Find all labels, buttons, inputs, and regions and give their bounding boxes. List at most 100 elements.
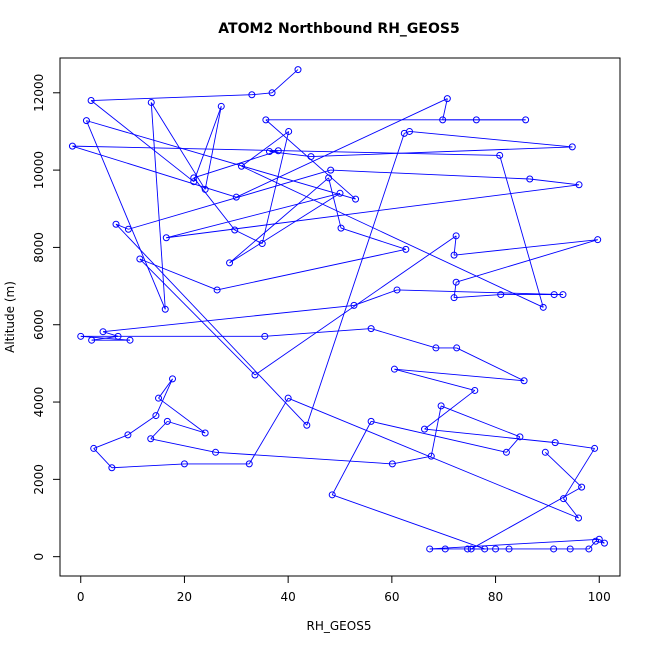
series-segment (86, 120, 166, 310)
series-segment (588, 540, 596, 550)
data-point (124, 431, 132, 439)
data-point (467, 545, 475, 553)
series-segment (529, 178, 580, 186)
data-point (464, 545, 472, 553)
data-point (274, 147, 282, 155)
data-point (126, 336, 134, 344)
series-segment (563, 498, 579, 519)
series-segment (91, 94, 252, 101)
series-segment (150, 102, 166, 310)
data-point (432, 344, 440, 352)
data-point (550, 291, 558, 299)
series-segment (424, 390, 476, 430)
data-point (566, 545, 574, 553)
data-point (421, 425, 429, 433)
data-point (248, 91, 256, 99)
data-point (328, 491, 336, 499)
data-point (77, 332, 85, 340)
series-segment (127, 415, 157, 436)
series-segment (332, 494, 485, 550)
data-point (152, 412, 160, 420)
series-segment (331, 421, 372, 496)
data-point (251, 371, 259, 379)
series-segment (80, 335, 131, 341)
data-point (472, 116, 480, 124)
data-point (502, 448, 510, 456)
data-point (87, 97, 95, 105)
series-segment (139, 258, 218, 291)
data-point (393, 286, 401, 294)
series-segment (248, 397, 289, 465)
data-point (516, 433, 524, 441)
data-point (522, 116, 530, 124)
data-point (559, 291, 567, 299)
y-tick-label: 10000 (32, 151, 46, 189)
series-segment (158, 378, 173, 399)
data-point (261, 332, 269, 340)
data-point (492, 545, 500, 553)
x-tick-label: 100 (588, 590, 611, 604)
series-segment (150, 102, 206, 190)
y-tick-label: 12000 (32, 74, 46, 112)
series-segment (229, 177, 329, 264)
data-point (352, 195, 360, 203)
data-point (162, 234, 170, 242)
data-point (550, 545, 558, 553)
series-segment (166, 192, 341, 239)
data-point (180, 460, 188, 468)
x-tick-label: 40 (281, 590, 296, 604)
data-point (568, 143, 576, 151)
chart-title: ATOM2 Northbound RH_GEOS5 (218, 21, 459, 37)
series-segment (115, 223, 129, 230)
series-segment (456, 347, 525, 382)
series-segment (204, 106, 222, 190)
data-point (268, 89, 276, 97)
data-point (325, 174, 333, 182)
data-point (124, 225, 132, 233)
data-point (390, 365, 398, 373)
data-point (201, 185, 209, 193)
data-point (262, 116, 270, 124)
series-segment (442, 98, 448, 120)
data-point (237, 162, 245, 170)
data-point (575, 514, 583, 522)
series-segment (234, 229, 263, 244)
series-segment (454, 239, 598, 256)
data-point (201, 429, 209, 437)
series-segment (330, 169, 530, 180)
data-point (600, 539, 608, 547)
data-point (155, 394, 163, 402)
series-segment (193, 150, 279, 179)
data-point (452, 232, 460, 240)
series-segment (167, 420, 206, 434)
data-point (402, 245, 410, 253)
data-point (439, 116, 447, 124)
data-point (551, 439, 559, 447)
series-segment (310, 146, 573, 158)
series-segment (115, 223, 308, 426)
data-point (303, 421, 311, 429)
data-point (90, 444, 98, 452)
data-point (82, 117, 90, 125)
series-segment (269, 151, 312, 158)
series-segment (271, 69, 299, 94)
series-segment (353, 289, 398, 306)
data-point (585, 545, 593, 553)
series-segment (409, 130, 573, 148)
data-point (497, 291, 505, 299)
data-point (284, 394, 292, 402)
data-point (285, 127, 293, 135)
data-point (213, 286, 221, 294)
data-point (147, 435, 155, 443)
x-tick-label: 0 (77, 590, 85, 604)
data-point (450, 294, 458, 302)
series-lines (72, 69, 605, 550)
data-point (258, 240, 266, 248)
series-segment (371, 420, 507, 453)
data-point (591, 444, 599, 452)
data-point (350, 301, 358, 309)
series-segment (424, 428, 556, 444)
data-point (245, 460, 253, 468)
data-point (169, 375, 177, 383)
series-segment (102, 304, 355, 333)
